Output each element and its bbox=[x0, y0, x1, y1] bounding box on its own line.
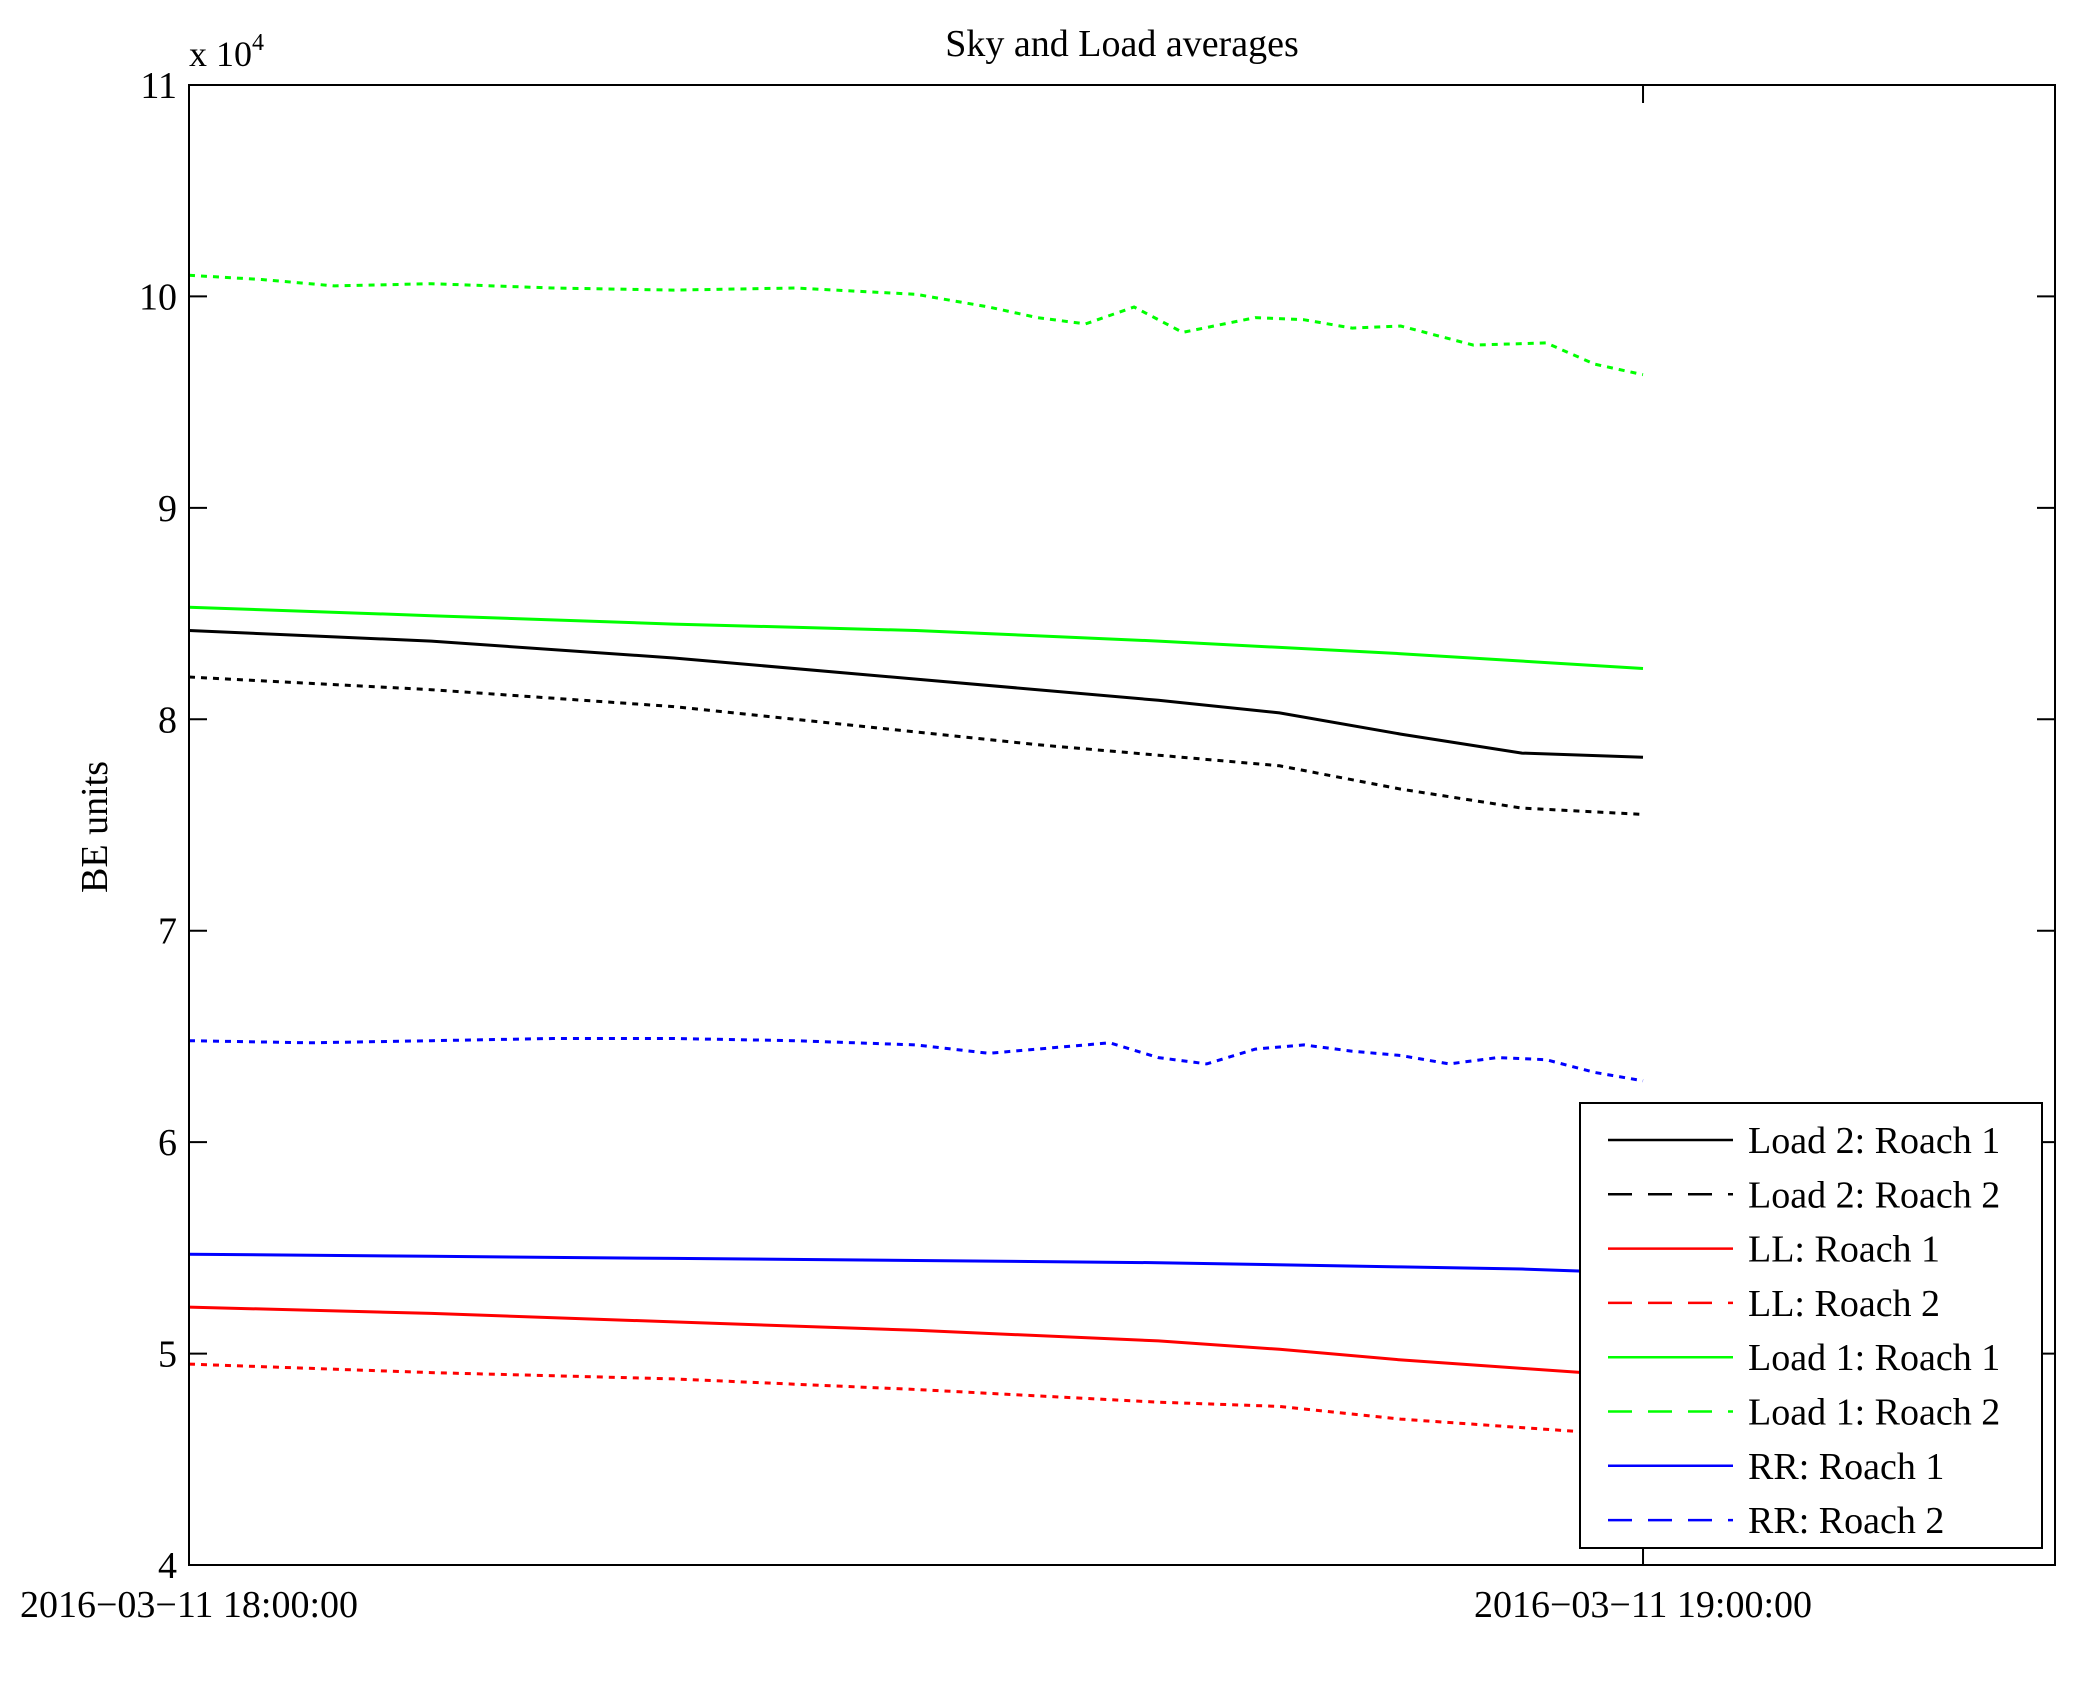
legend-label: LL: Roach 2 bbox=[1748, 1283, 1940, 1325]
legend-label: Load 1: Roach 1 bbox=[1748, 1337, 2000, 1379]
y-tick-label: 7 bbox=[158, 911, 177, 953]
series-line bbox=[188, 675, 1644, 816]
y-multiplier-label: x 104 bbox=[189, 30, 264, 74]
legend-box bbox=[1579, 1102, 2043, 1549]
legend: Load 2: Roach 1 Load 2: Roach 2 LL: Roach … bbox=[1579, 1102, 2043, 1549]
series-line bbox=[188, 273, 1644, 377]
y-tick-label: 9 bbox=[158, 488, 177, 530]
y-tick-label: 8 bbox=[158, 699, 177, 741]
series-line bbox=[188, 629, 1644, 759]
y-tick-label: 4 bbox=[158, 1545, 177, 1587]
chart-title: Sky and Load averages bbox=[945, 23, 1299, 65]
legend-label: LL: Roach 1 bbox=[1748, 1229, 1940, 1271]
y-tick-label: 5 bbox=[158, 1334, 177, 1376]
x-tick-label: 2016−03−11 19:00:00 bbox=[1474, 1584, 1812, 1626]
series-line bbox=[188, 1305, 1644, 1379]
y-axis-label: BE units bbox=[74, 761, 116, 893]
axes-box bbox=[188, 84, 2056, 1566]
y-tick-label: 10 bbox=[139, 276, 177, 318]
legend-label: Load 2: Roach 2 bbox=[1748, 1174, 2000, 1216]
y-multiplier-exponent: 4 bbox=[252, 30, 264, 56]
y-tick-label: 11 bbox=[140, 65, 177, 107]
series-line bbox=[188, 605, 1644, 670]
legend-label: RR: Roach 2 bbox=[1748, 1500, 1944, 1542]
legend-label: Load 1: Roach 2 bbox=[1748, 1392, 2000, 1434]
series-line bbox=[188, 1037, 1644, 1083]
y-multiplier-base: x 10 bbox=[189, 34, 252, 74]
x-tick-label: 2016−03−11 18:00:00 bbox=[20, 1584, 358, 1626]
y-tick-label: 6 bbox=[158, 1122, 177, 1164]
legend-label: Load 2: Roach 1 bbox=[1748, 1120, 2000, 1162]
series-layer bbox=[188, 273, 1644, 1438]
legend-label: RR: Roach 1 bbox=[1748, 1446, 1944, 1488]
legend-items: Load 2: Roach 1 Load 2: Roach 2 LL: Roach … bbox=[1608, 1120, 2000, 1542]
ticks-layer: 4 5 6 7 8 9 10 11 2016−03−11 18:00:00 2016−03−11 … bbox=[20, 65, 2055, 1626]
series-line bbox=[188, 1252, 1644, 1275]
